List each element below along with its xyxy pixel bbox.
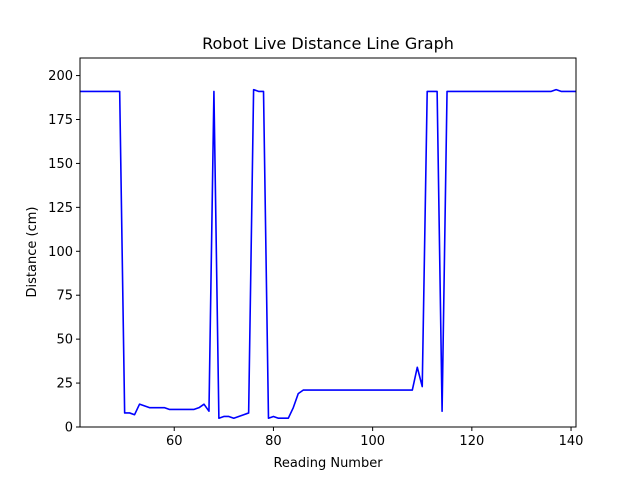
x-tick-label: 120 xyxy=(459,434,484,449)
y-tick-label: 50 xyxy=(56,333,73,348)
y-tick-label: 25 xyxy=(56,377,73,392)
y-tick-label: 75 xyxy=(56,289,73,304)
y-tick-label: 150 xyxy=(48,157,73,172)
y-tick-label: 125 xyxy=(48,201,73,216)
series-line-1 xyxy=(80,88,576,420)
y-tick-label: 175 xyxy=(48,113,73,128)
x-axis-label: Reading Number xyxy=(273,456,383,471)
plot-area xyxy=(80,88,576,420)
axes: 60 80 100 120 140 0 25 50 75 100 125 150 175 200 xyxy=(48,57,584,449)
axes-frame xyxy=(79,57,577,428)
y-tick-label: 100 xyxy=(48,245,73,260)
x-tick-label: 100 xyxy=(360,434,385,449)
chart-title: Robot Live Distance Line Graph xyxy=(202,34,454,53)
x-tick-label: 60 xyxy=(166,434,183,449)
x-tick-label: 80 xyxy=(265,434,282,449)
y-tick-label: 0 xyxy=(65,421,73,436)
x-tick-label: 140 xyxy=(559,434,584,449)
y-axis-label: Distance (cm) xyxy=(25,207,40,298)
y-tick-label: 200 xyxy=(48,69,73,84)
